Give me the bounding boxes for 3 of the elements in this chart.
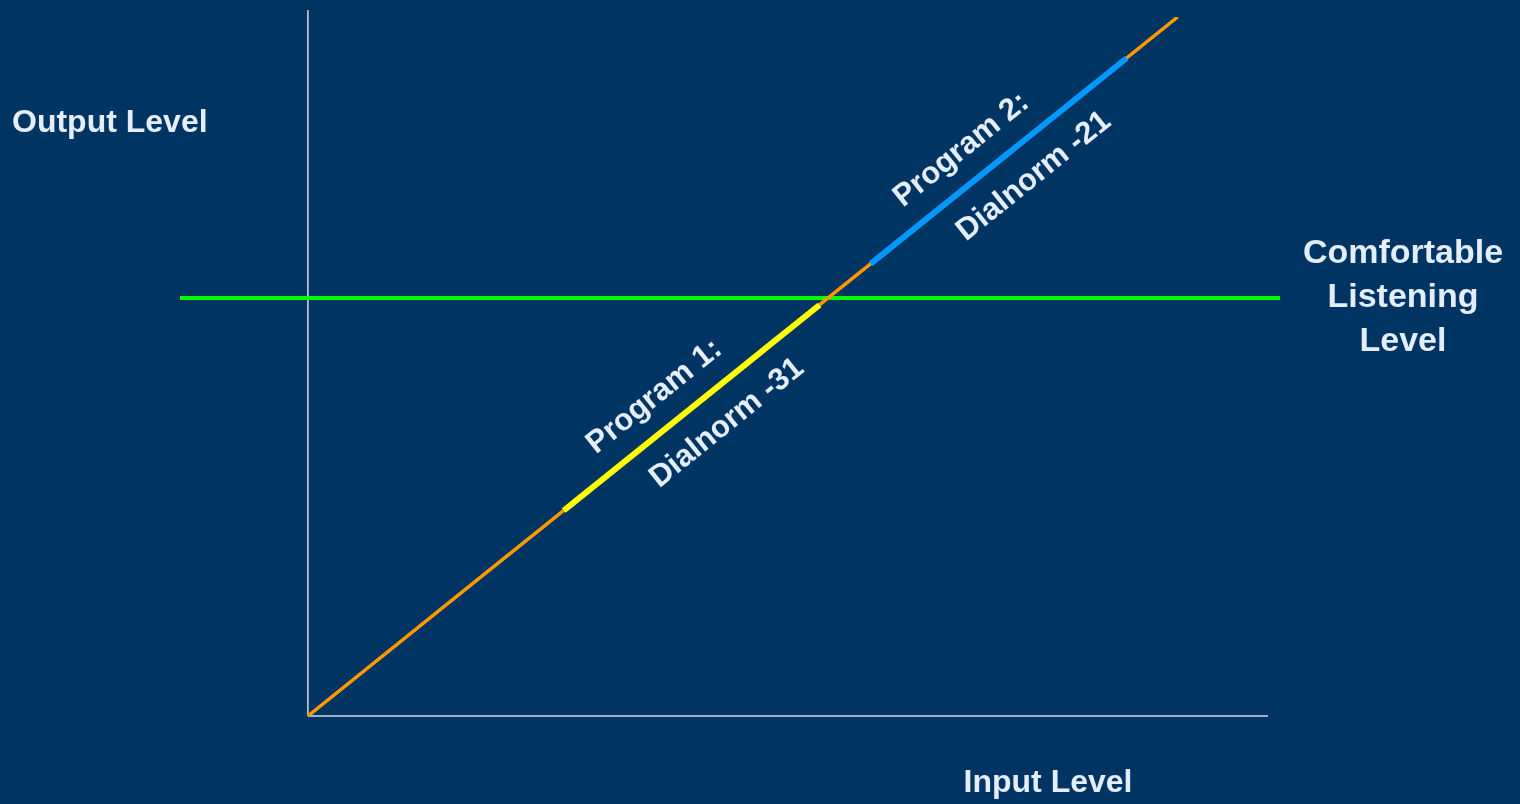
y-axis-title: Output Level — [12, 102, 208, 139]
ref-line-label: Comfortable Listening Level — [1302, 232, 1504, 359]
x-axis-title: Input Level — [963, 762, 1133, 799]
